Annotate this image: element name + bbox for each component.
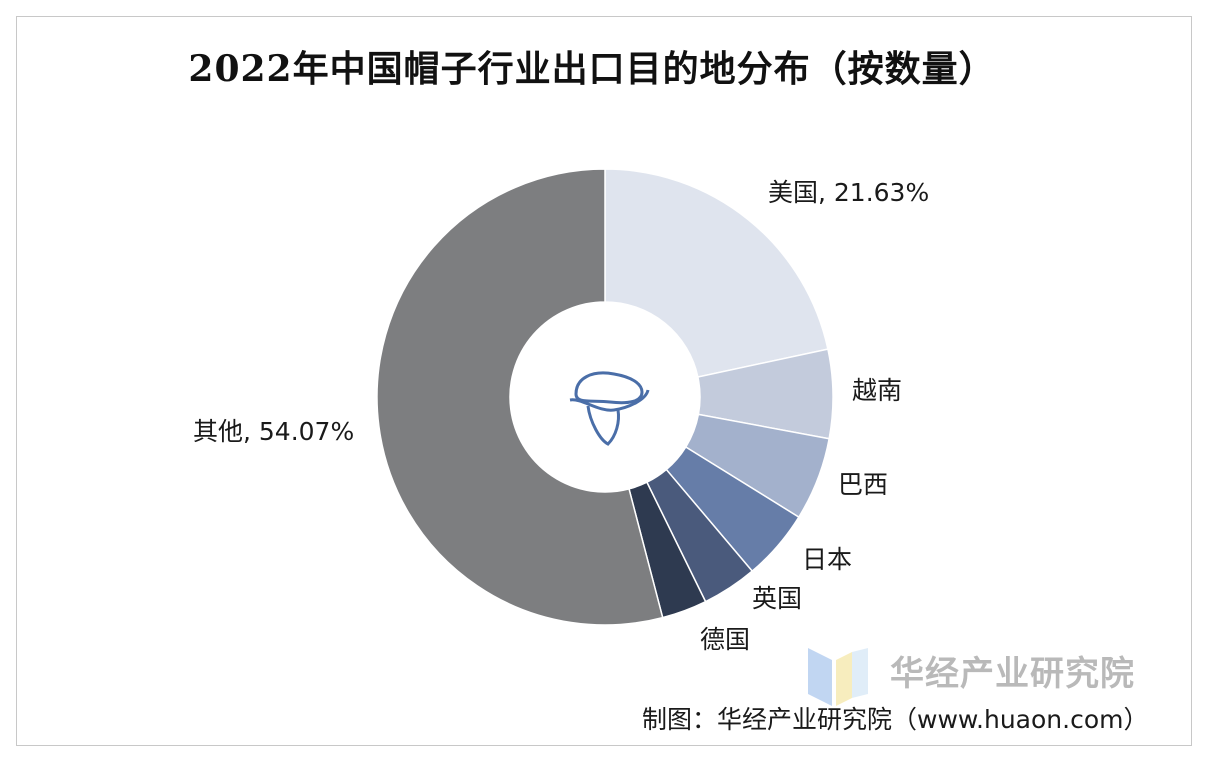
watermark-text: 华经产业研究院: [890, 654, 1135, 694]
chart-title: 2022年中国帽子行业出口目的地分布（按数量）: [188, 48, 996, 90]
slice-label-1: 美国, 21.63%: [768, 178, 929, 207]
slice-label-7: 其他, 54.07%: [193, 417, 354, 446]
source-note: 制图：华经产业研究院（www.huaon.com）: [642, 705, 1149, 734]
slice-label-2: 越南: [852, 376, 902, 405]
slice-label-3: 巴西: [838, 470, 888, 499]
hat-icon: [569, 371, 650, 446]
slice-label-6: 德国: [700, 625, 750, 654]
slice-label-4: 日本: [802, 545, 852, 574]
donut-hole: [510, 302, 700, 492]
slices-group: [376, 168, 834, 626]
huaon-logo-icon: [808, 648, 868, 706]
slice-label-5: 英国: [752, 584, 802, 613]
